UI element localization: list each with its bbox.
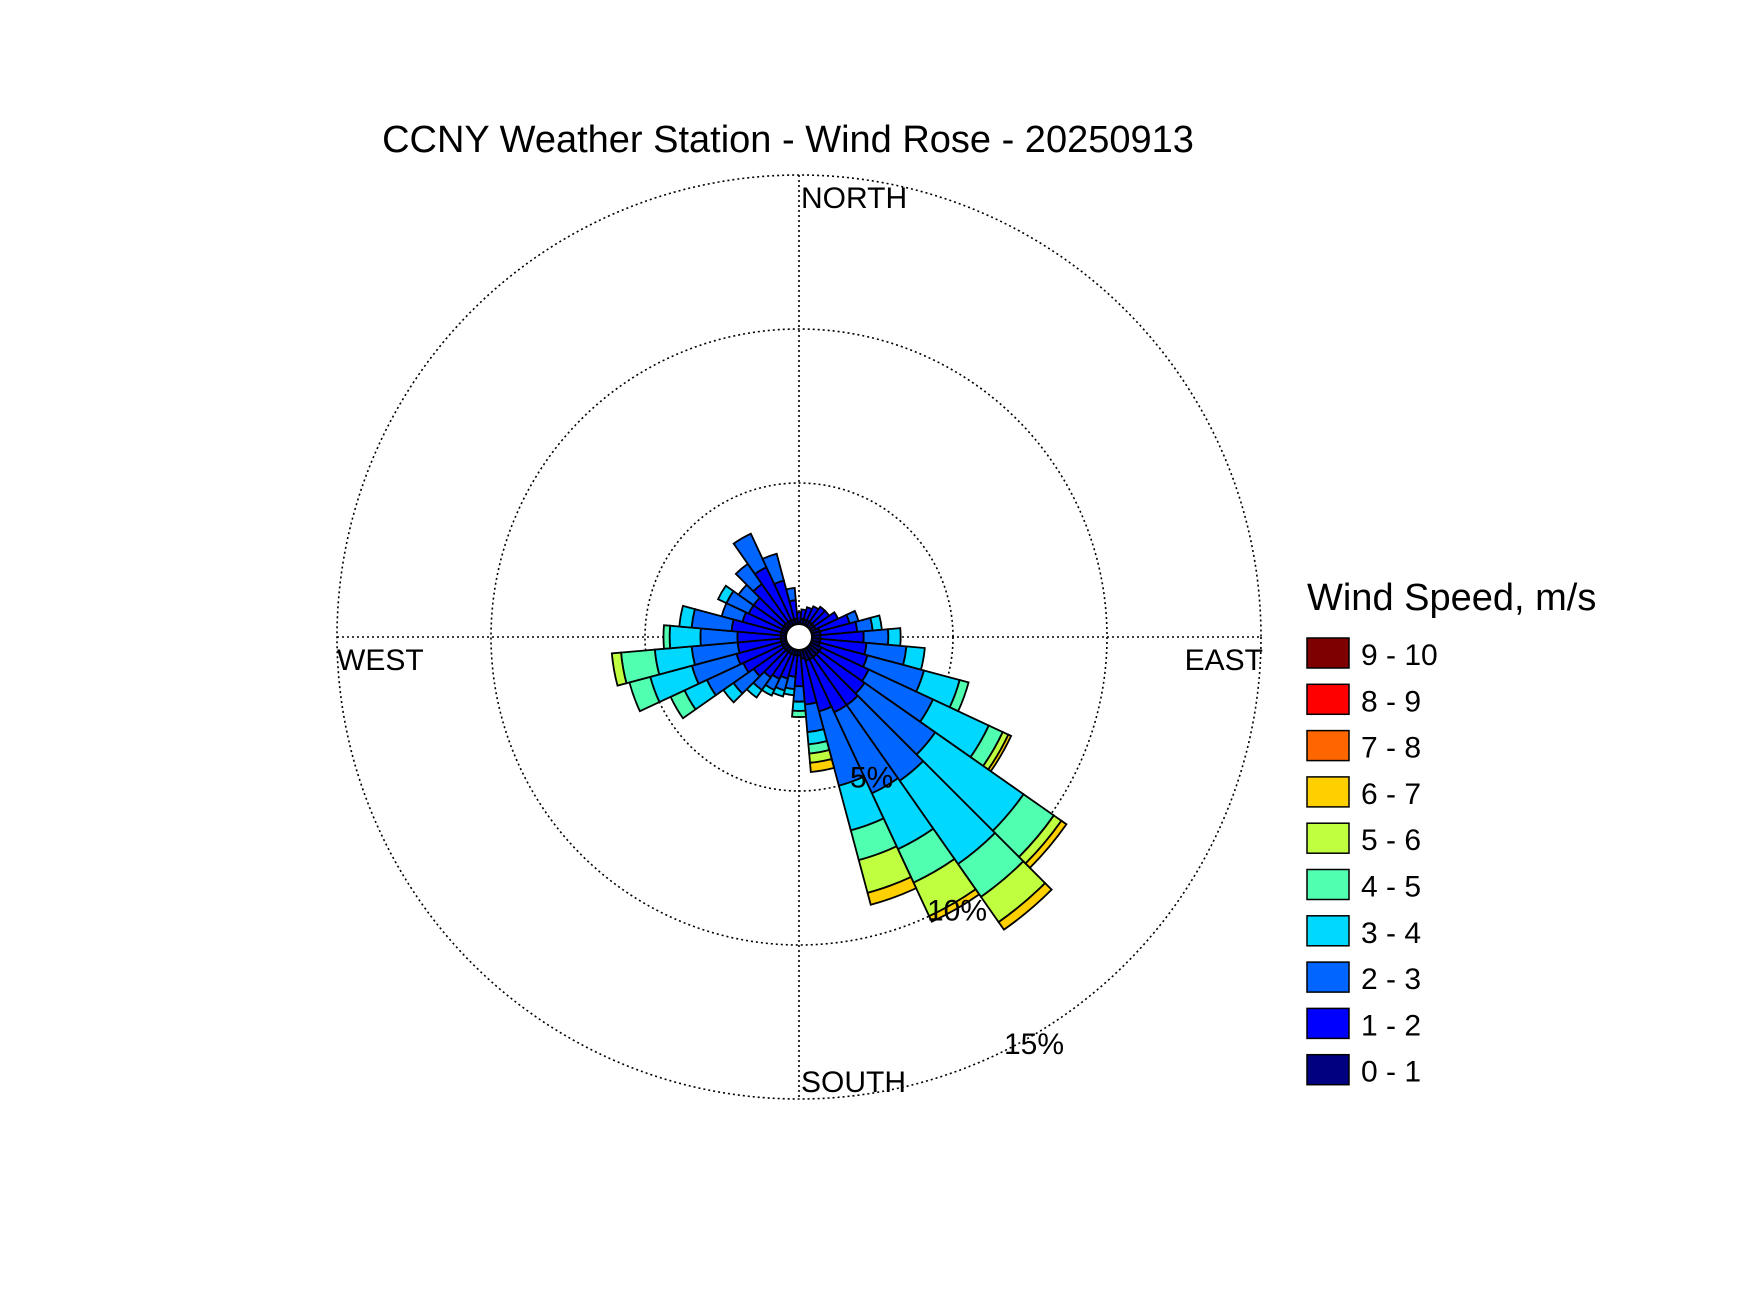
legend-swatch	[1306, 776, 1350, 808]
legend-swatch	[1306, 683, 1350, 716]
legend-swatch	[1306, 822, 1350, 854]
sector-80	[810, 614, 883, 637]
label-south: SOUTH	[801, 1066, 906, 1099]
sector-segment	[887, 627, 902, 647]
wind-sectors	[610, 532, 1068, 931]
legend-swatch	[1306, 1053, 1350, 1086]
legend-swatch	[1306, 868, 1350, 901]
calm-center	[785, 623, 813, 651]
legend: Wind Speed, m/s 9 - 10 8 - 9 7 - 8 6 - 7 5 -…	[1306, 577, 1596, 1089]
sector-140	[805, 644, 1053, 931]
sector-330	[732, 532, 795, 628]
sector-170	[799, 648, 836, 773]
ring-labels: 5% 10% 15%	[850, 761, 1064, 1061]
sector-segment	[761, 552, 785, 586]
sector-segment	[668, 624, 702, 650]
sector-segment	[662, 624, 672, 650]
sector-100	[810, 637, 926, 671]
sector-segment	[927, 888, 981, 923]
sector-segment	[785, 586, 797, 603]
chart-title: CCNY Weather Station - Wind Rose - 20250…	[382, 119, 1194, 161]
legend-label: 5 - 6	[1361, 824, 1421, 857]
label-west: WEST	[337, 644, 424, 677]
legend-label: 9 - 10	[1361, 639, 1438, 672]
sector-350	[785, 586, 799, 626]
legend-title: Wind Speed, m/s	[1307, 577, 1596, 619]
sector-segment	[732, 532, 768, 576]
legend-swatch	[1306, 915, 1350, 947]
legend-swatch	[1306, 1007, 1350, 1040]
sector-segment	[791, 700, 807, 712]
legend-label: 7 - 8	[1361, 732, 1421, 765]
legend-label: 0 - 1	[1361, 1056, 1421, 1089]
label-east: EAST	[1185, 644, 1263, 677]
sector-160	[801, 647, 918, 906]
legend-label: 6 - 7	[1361, 778, 1421, 811]
legend-label: 4 - 5	[1361, 871, 1421, 904]
sector-segment	[997, 881, 1053, 931]
direction-labels: NORTH SOUTH WEST EAST	[337, 182, 1263, 1099]
legend-label: 2 - 3	[1361, 963, 1421, 996]
sector-segment	[716, 584, 735, 605]
ring-label-1: 5%	[850, 761, 893, 794]
sector-segment	[791, 709, 807, 718]
label-north: NORTH	[801, 182, 907, 215]
sector-270	[662, 624, 788, 650]
legend-label: 1 - 2	[1361, 1009, 1421, 1042]
legend-label: 8 - 9	[1361, 685, 1421, 718]
ring-label-2: 10%	[927, 895, 987, 928]
sector-segment	[610, 651, 628, 687]
legend-label: 3 - 4	[1361, 917, 1421, 950]
sector-130	[806, 643, 1068, 870]
legend-swatch	[1306, 961, 1350, 993]
sector-110	[809, 639, 970, 713]
sector-300	[716, 584, 790, 633]
sector-segment	[869, 614, 883, 632]
sector-segment	[866, 875, 918, 906]
legend-swatch	[1306, 729, 1350, 762]
ring-label-3: 15%	[1004, 1028, 1064, 1061]
sector-segment	[678, 604, 696, 629]
sector-segment	[809, 757, 836, 773]
legend-swatch	[1306, 637, 1350, 669]
sector-340	[761, 552, 797, 627]
